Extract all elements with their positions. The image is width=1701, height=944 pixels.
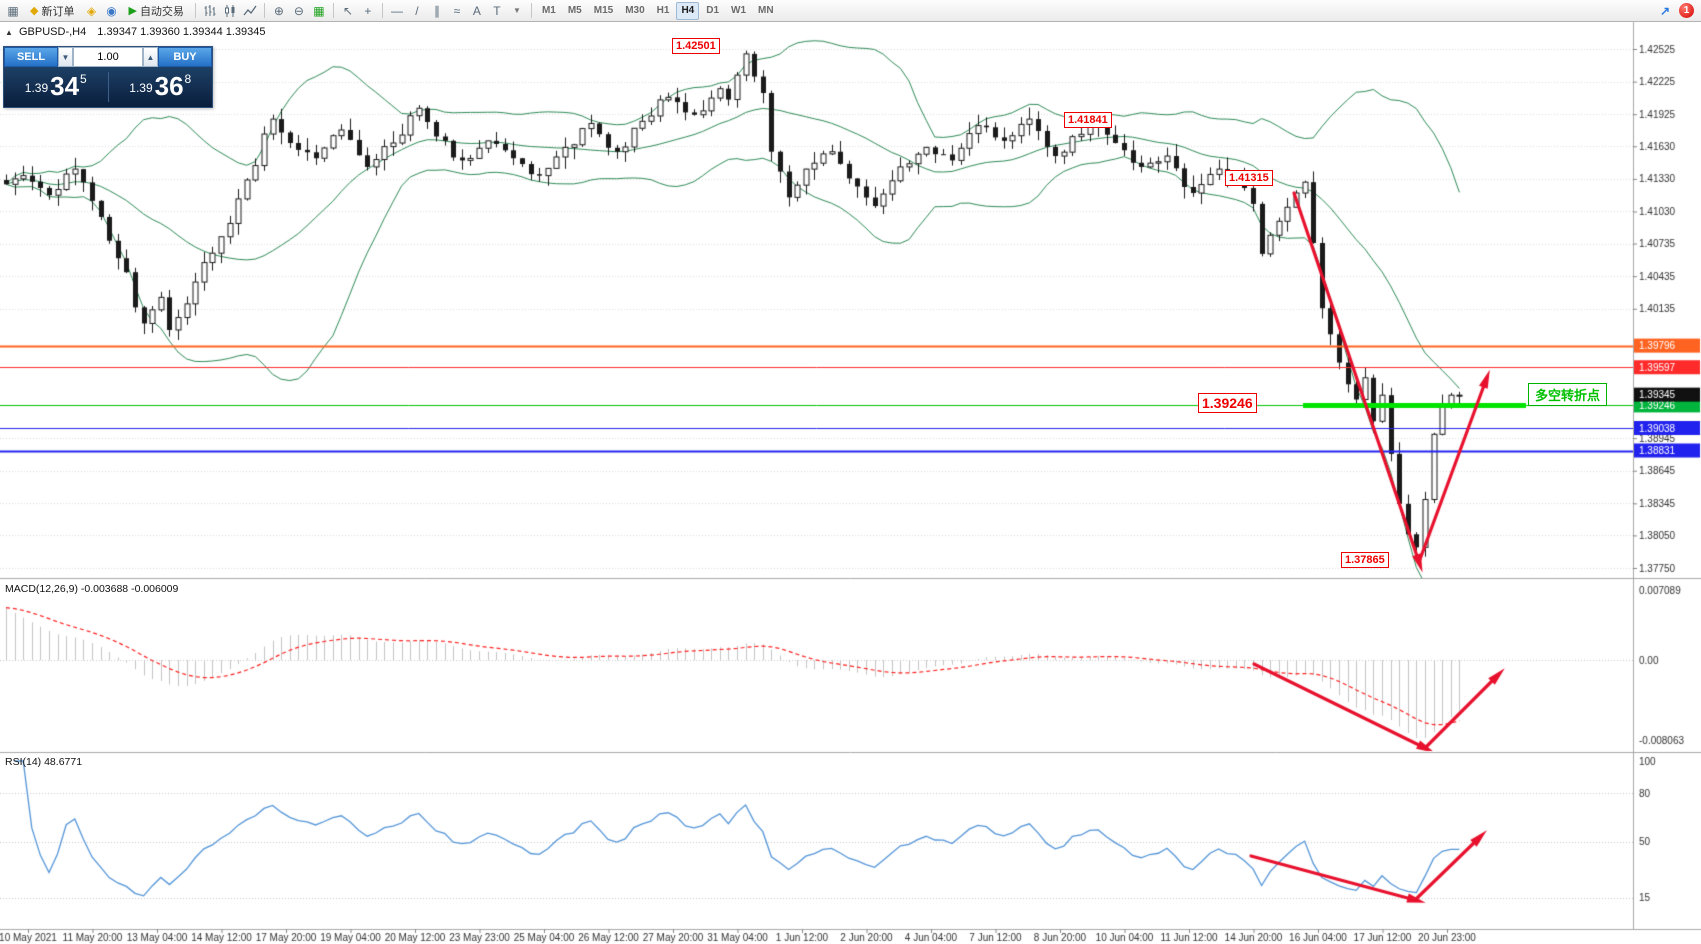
- symbol-title: GBPUSD-,H4: [18, 26, 87, 38]
- new-order-icon: ◆: [30, 5, 39, 17]
- crosshair-icon[interactable]: +: [364, 3, 372, 18]
- zoom-in-icon[interactable]: ⊕: [273, 3, 284, 18]
- play-icon: ▶: [128, 5, 137, 17]
- text-label-tool-icon[interactable]: T: [493, 3, 501, 18]
- timeframe-M5[interactable]: M5: [567, 5, 582, 16]
- sell-price-prefix: 1.39: [24, 80, 49, 95]
- buy-price-prefix: 1.39: [129, 80, 153, 95]
- cursor-icon[interactable]: ↖: [342, 3, 353, 18]
- trendline-tool-icon[interactable]: /: [415, 3, 419, 18]
- notification-badge[interactable]: 1: [1679, 3, 1694, 18]
- auto-trading-label: 自动交易: [139, 5, 184, 18]
- one-click-top-row: SELL ▼ ▲ BUY: [4, 47, 212, 67]
- price-label[interactable]: 1.41315: [1225, 170, 1273, 187]
- auto-trading-button[interactable]: ▶ 自动交易: [122, 2, 189, 20]
- line-chart-icon[interactable]: [241, 2, 259, 20]
- new-order-label: 新订单: [41, 5, 75, 18]
- buy-price-sup: 8: [184, 71, 192, 86]
- timeframe-D1[interactable]: D1: [706, 5, 720, 16]
- divider: [107, 72, 109, 102]
- pivot-note[interactable]: 多空转折点: [1528, 383, 1608, 406]
- market-watch-icon[interactable]: ◉: [106, 3, 117, 18]
- timeframe-MN[interactable]: MN: [758, 5, 774, 16]
- scripts-icon[interactable]: ◈: [86, 3, 97, 18]
- separator: [194, 3, 196, 18]
- symbol-collapse-icon[interactable]: ▲: [5, 28, 13, 37]
- timeframe-M1[interactable]: M1: [541, 5, 556, 16]
- price-label[interactable]: 1.42501: [672, 38, 720, 55]
- toolbar: ▦ ◆ 新订单 ◈ ◉ ▶ 自动交易 ⊕ ⊖ ▦ ↖ + — / ∥ ≈: [0, 0, 1701, 22]
- scroll-to-end-icon[interactable]: ↗: [1659, 3, 1671, 18]
- candlestick-chart-icon[interactable]: [221, 2, 239, 20]
- separator: [263, 3, 265, 18]
- sell-price[interactable]: 1.39 34 5: [4, 72, 108, 103]
- channel-tool-icon[interactable]: ∥: [433, 3, 440, 18]
- volume-decrease-button[interactable]: ▼: [58, 47, 73, 67]
- tile-windows-icon[interactable]: ▦: [313, 3, 325, 18]
- waves-tool-icon[interactable]: ≈: [453, 3, 461, 18]
- macd-label: MACD(12,26,9) -0.003688 -0.006009: [5, 583, 179, 595]
- bar-chart-icon[interactable]: [201, 2, 219, 20]
- text-tool-icon[interactable]: A: [472, 3, 481, 18]
- price-label[interactable]: 1.41841: [1064, 112, 1112, 129]
- sell-price-sup: 5: [80, 71, 87, 86]
- one-click-price-row: 1.39 34 5 1.39 36 8: [4, 67, 212, 107]
- price-label[interactable]: 1.37865: [1341, 552, 1389, 569]
- new-order-button[interactable]: ◆ 新订单: [24, 2, 80, 20]
- one-click-trading-panel: SELL ▼ ▲ BUY 1.39 34 5 1.39 36 8: [3, 46, 213, 108]
- timeframe-H1[interactable]: H1: [656, 5, 670, 16]
- sell-button[interactable]: SELL: [4, 47, 58, 67]
- shapes-dropdown-icon[interactable]: ▼: [512, 6, 521, 15]
- separator: [530, 3, 532, 18]
- price-label[interactable]: 1.39246: [1198, 393, 1257, 414]
- buy-button[interactable]: BUY: [158, 47, 212, 67]
- rsi-label: RSI(14) 48.6771: [5, 756, 83, 768]
- volume-increase-button[interactable]: ▲: [143, 47, 158, 67]
- new-chart-window-icon[interactable]: ▦: [7, 3, 19, 18]
- buy-price[interactable]: 1.39 36 8: [109, 72, 213, 103]
- horizontal-line-tool-icon[interactable]: —: [390, 3, 403, 18]
- timeframe-W1[interactable]: W1: [731, 5, 747, 16]
- sell-price-big: 34: [50, 71, 80, 102]
- zoom-out-icon[interactable]: ⊖: [293, 3, 304, 18]
- symbol-info: ▲ GBPUSD-,H4 1.39347 1.39360 1.39344 1.3…: [5, 26, 266, 38]
- timeframe-M15[interactable]: M15: [593, 5, 614, 16]
- volume-input[interactable]: [73, 47, 143, 67]
- toolbar-right-group: ↗ 1: [1655, 2, 1698, 20]
- timeframe-group: M1 M5 M15 M30 H1 H4 D1 W1 MN: [536, 1, 780, 20]
- separator: [332, 3, 334, 18]
- timeframe-H4[interactable]: H4: [676, 1, 700, 20]
- symbol-quotes: 1.39347 1.39360 1.39344 1.39345: [97, 26, 266, 38]
- timeframe-M30[interactable]: M30: [625, 5, 645, 16]
- separator: [381, 3, 383, 18]
- buy-price-big: 36: [154, 71, 184, 102]
